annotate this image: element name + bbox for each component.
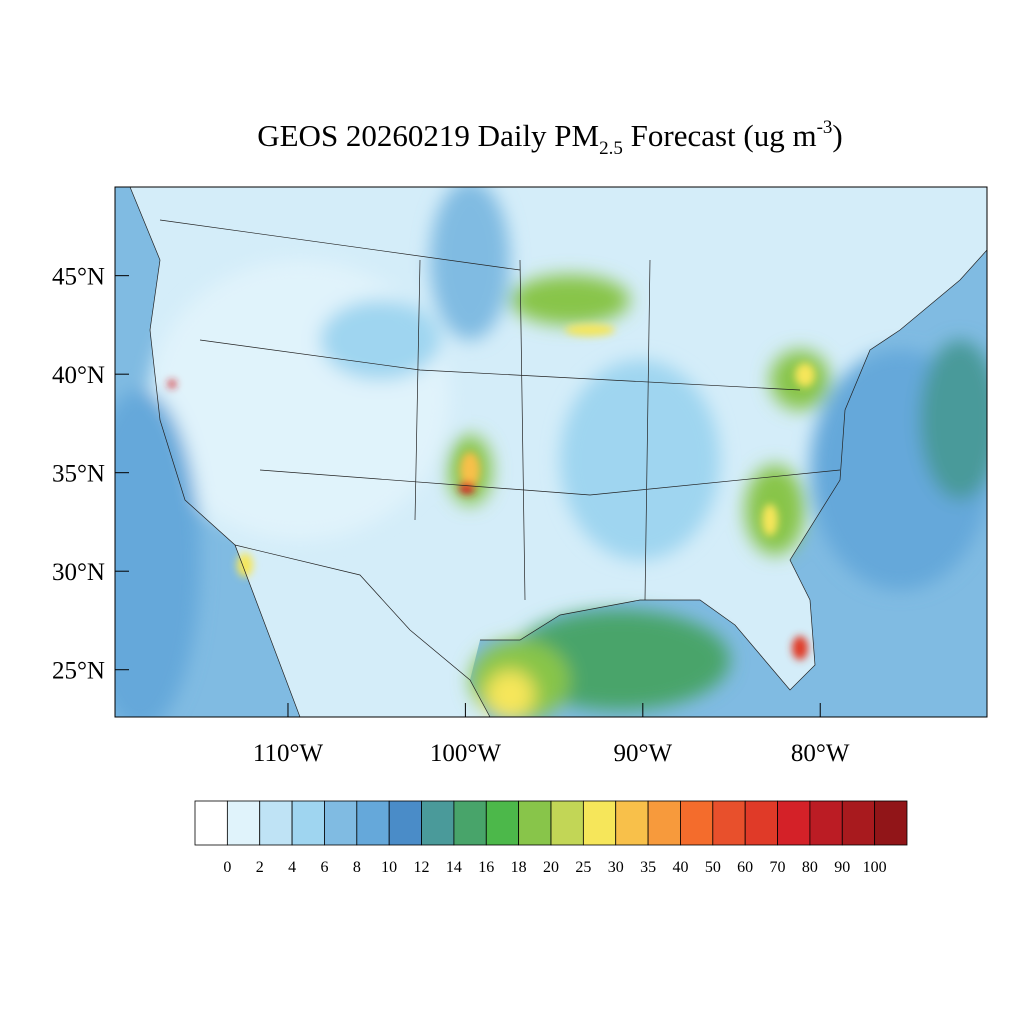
colorbar-box bbox=[291, 800, 325, 846]
colorbar-box bbox=[582, 800, 617, 846]
x-tick-label: 80°W bbox=[791, 740, 850, 767]
title-text: GEOS 20260219 Daily PM bbox=[257, 118, 599, 153]
colorbar-box bbox=[615, 800, 649, 846]
colorbar-box bbox=[744, 800, 778, 846]
colorbar-label: 35 bbox=[640, 859, 656, 876]
x-tick-label: 100°W bbox=[430, 740, 501, 767]
colorbar-label: 12 bbox=[414, 859, 430, 876]
title-text: ) bbox=[832, 118, 842, 153]
colorbar-box bbox=[647, 800, 681, 846]
colorbar-box bbox=[809, 800, 843, 846]
colorbar-label: 40 bbox=[672, 859, 688, 876]
y-tick-label: 45°N bbox=[52, 264, 105, 291]
y-tick-label: 25°N bbox=[52, 658, 105, 685]
colorbar-box bbox=[841, 800, 876, 846]
x-tick-label: 90°W bbox=[614, 740, 673, 767]
colorbar-box bbox=[874, 800, 908, 846]
colorbar-label: 25 bbox=[575, 859, 591, 876]
colorbar-box bbox=[777, 800, 811, 846]
colorbar-label: 6 bbox=[320, 859, 328, 876]
colorbar-label: 2 bbox=[256, 859, 264, 876]
x-tick-label: 110°W bbox=[253, 740, 324, 767]
map-field bbox=[115, 187, 987, 717]
colorbar-box bbox=[453, 800, 487, 846]
colorbar-label: 0 bbox=[223, 859, 231, 876]
y-tick-label: 30°N bbox=[52, 559, 105, 586]
colorbar-box bbox=[259, 800, 293, 846]
colorbar-label: 20 bbox=[543, 859, 559, 876]
colorbar-label: 30 bbox=[608, 859, 624, 876]
colorbar-box bbox=[194, 800, 228, 846]
colorbar-label: 16 bbox=[478, 859, 494, 876]
colorbar-box bbox=[388, 800, 422, 846]
colorbar-box bbox=[712, 800, 746, 846]
title-superscript: -3 bbox=[817, 117, 833, 138]
title: GEOS 20260219 Daily PM2.5 Forecast (ug m… bbox=[257, 117, 843, 159]
colorbar-label: 70 bbox=[770, 859, 786, 876]
y-tick-label: 40°N bbox=[52, 362, 105, 389]
axes: 110°W 100°W 90°W 80°W 45°N 40°N 35°N 30°N 25°N bbox=[52, 264, 850, 767]
colorbar-box bbox=[421, 800, 455, 846]
colorbar-label: 8 bbox=[353, 859, 361, 876]
colorbar-box bbox=[226, 800, 261, 846]
colorbar-label: 60 bbox=[737, 859, 753, 876]
colorbar-label: 14 bbox=[446, 859, 462, 876]
hotspots bbox=[168, 324, 815, 660]
colorbar-box bbox=[518, 800, 552, 846]
y-tick-label: 35°N bbox=[52, 461, 105, 488]
colorbar-label: 4 bbox=[288, 859, 296, 876]
colorbar-box bbox=[485, 800, 520, 846]
colorbar: 0 2 4 6 8 10 12 14 16 18 20 25 30 35 40 50 60 70 80 90 100 bbox=[194, 800, 908, 876]
field-blobs bbox=[115, 187, 987, 717]
colorbar-label: 18 bbox=[511, 859, 527, 876]
colorbar-label: 100 bbox=[863, 859, 887, 876]
title-subscript: 2.5 bbox=[599, 138, 623, 159]
colorbar-box bbox=[356, 800, 390, 846]
colorbar-label: 10 bbox=[381, 859, 397, 876]
colorbar-box bbox=[680, 800, 714, 846]
colorbar-box bbox=[550, 800, 584, 846]
map-frame bbox=[114, 186, 988, 718]
colorbar-label: 50 bbox=[705, 859, 721, 876]
colorbar-box bbox=[324, 800, 358, 846]
boundaries bbox=[129, 187, 987, 717]
colorbar-label: 90 bbox=[834, 859, 850, 876]
title-text: Forecast (ug m bbox=[623, 118, 817, 153]
colorbar-label: 80 bbox=[802, 859, 818, 876]
